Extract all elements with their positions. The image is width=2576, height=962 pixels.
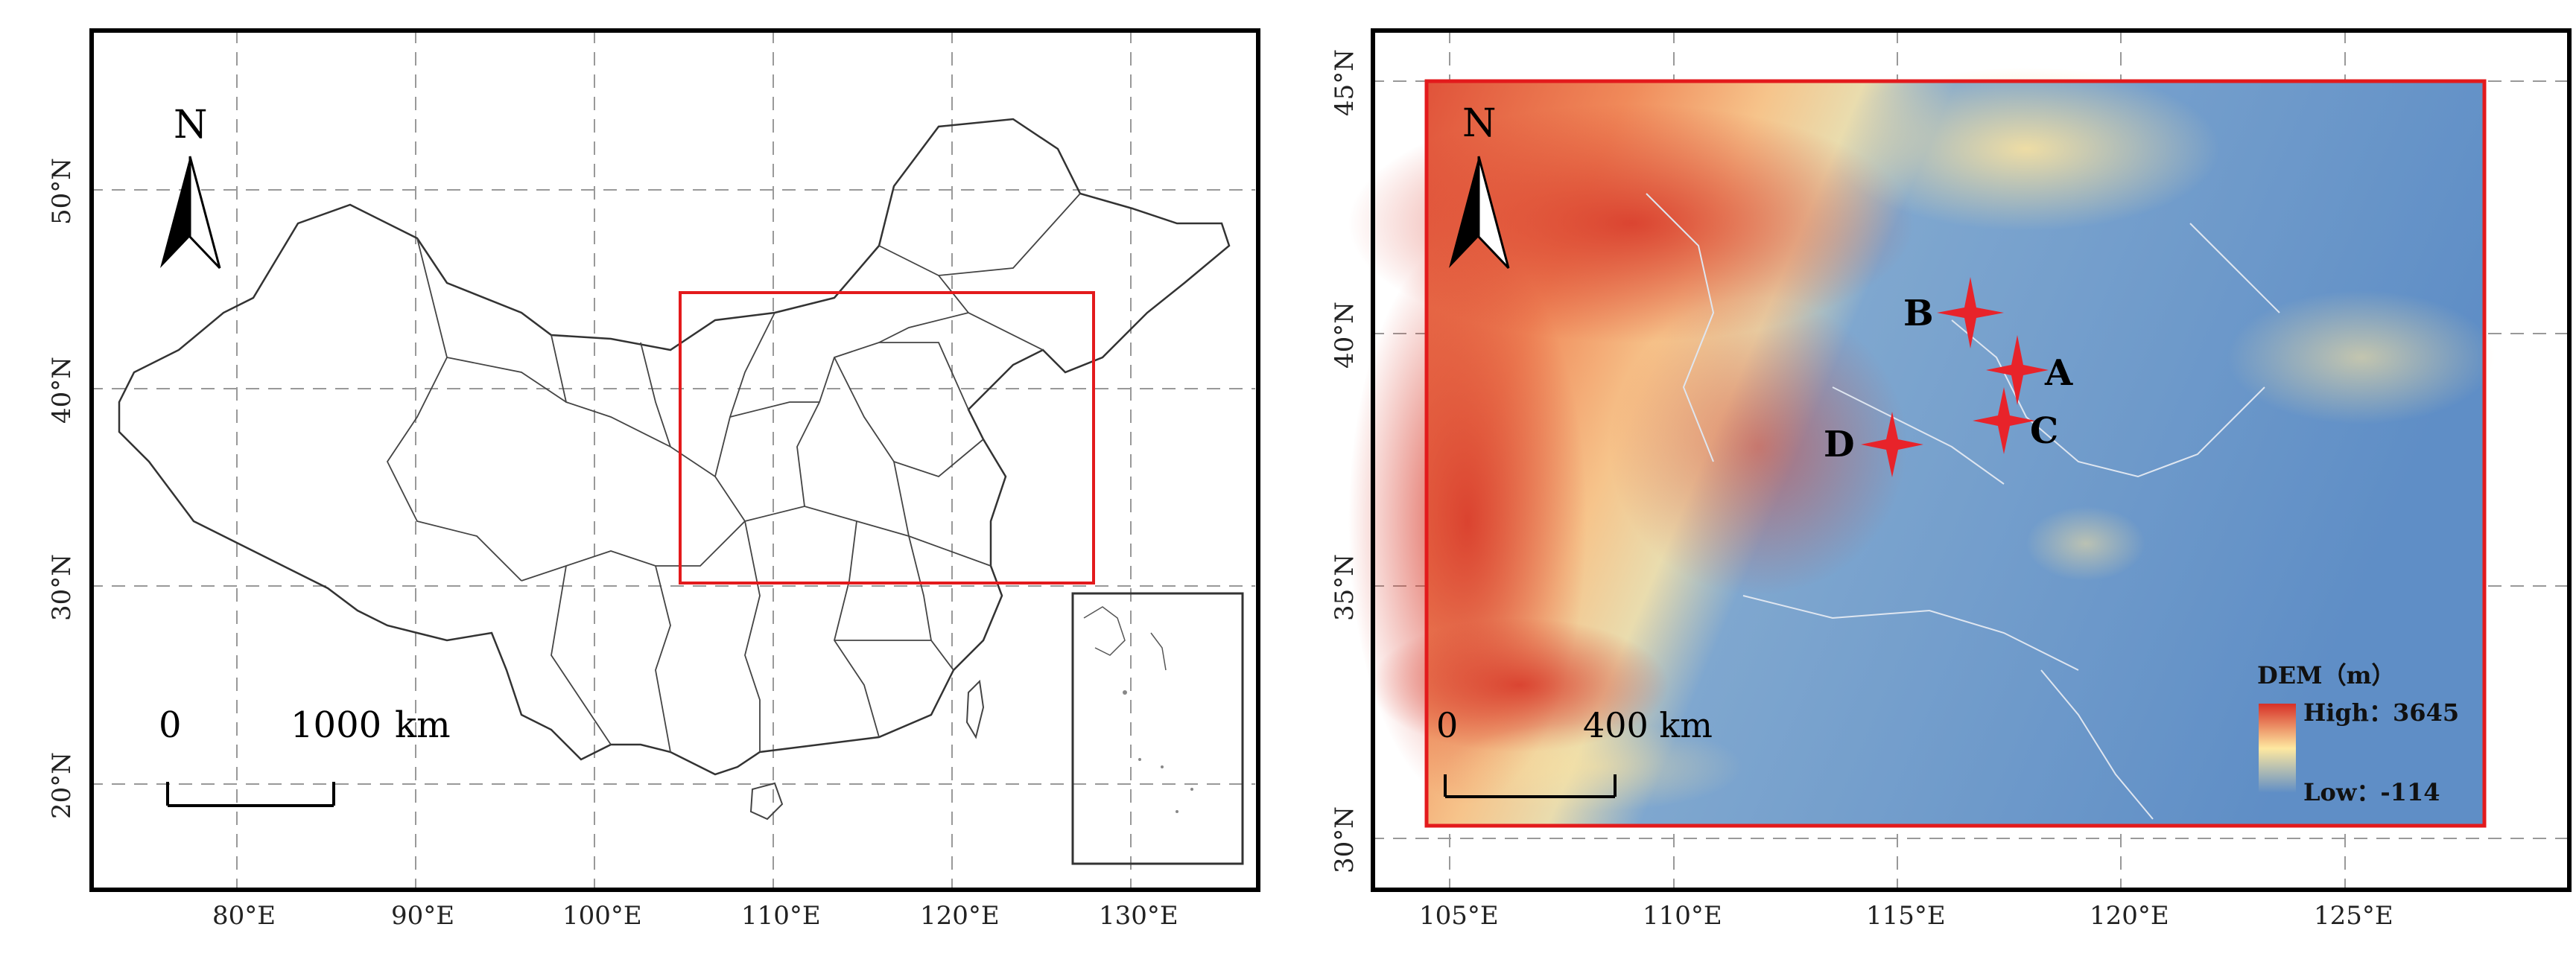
left-x-tick: 90°E (391, 901, 455, 931)
right-x-tick: 120°E (2090, 901, 2169, 931)
right-map-panel: N B A C D 0 400 km DEM（m） (1296, 0, 2576, 962)
china-overview-map: N 0 1000 km (89, 30, 1255, 890)
right-x-tick: 125°E (2314, 901, 2393, 931)
taiwan-island (965, 679, 985, 739)
left-north-label: N (174, 103, 208, 147)
site-label-b: B (1903, 293, 1934, 334)
right-x-tick: 115°E (1866, 901, 1946, 931)
right-y-tick: 30°N (1330, 806, 1360, 874)
south-china-sea-inset (1071, 592, 1244, 865)
left-y-tick: 20°N (47, 751, 77, 820)
hainan-island (749, 782, 784, 821)
left-x-tick: 80°E (212, 901, 276, 931)
right-scale-zero: 0 (1436, 705, 1458, 745)
site-marker-d: D (1824, 412, 1923, 477)
left-scale-unit: km (395, 704, 451, 746)
site-label-d: D (1824, 424, 1855, 465)
right-x-tick: 110°E (1643, 901, 1722, 931)
dem-legend: DEM（m） High：3645 Low：-114 (2257, 661, 2459, 806)
right-scale-bar: 0 400 km (1436, 705, 1713, 798)
site-marker-a: A (1986, 335, 2073, 405)
left-x-tick: 120°E (920, 901, 1000, 931)
left-y-tick: 30°N (47, 553, 77, 622)
north-arrow-icon: N (1449, 101, 1510, 270)
right-map-frame (1371, 28, 2572, 892)
site-label-a: A (2044, 352, 2073, 394)
left-scale-value: 1000 (291, 704, 381, 746)
legend-high: High：3645 (2303, 698, 2459, 727)
left-map-frame (89, 28, 1260, 892)
right-north-label: N (1462, 101, 1497, 146)
north-arrow-icon: N (160, 103, 221, 270)
province-borders (386, 193, 1081, 753)
left-x-tick: 110°E (741, 901, 821, 931)
dem-raster (1348, 67, 2496, 826)
right-y-tick: 40°N (1330, 301, 1360, 369)
legend-color-ramp (2259, 704, 2296, 793)
left-scale-bar: 0 1000 km (159, 704, 451, 807)
left-scale-zero: 0 (159, 704, 182, 746)
right-y-tick: 35°N (1330, 553, 1360, 622)
site-label-c: C (2030, 410, 2058, 452)
right-scale-label: 400 km (1583, 705, 1713, 745)
site-marker-c: C (1973, 387, 2058, 454)
left-map-panel: N 0 1000 km 80°E 90°E 100°E 110°E 120°E … (0, 0, 1266, 962)
site-marker-b: B (1903, 277, 2004, 348)
right-y-tick: 45°N (1330, 48, 1360, 117)
dem-map: N B A C D 0 400 km DEM（m） (1348, 30, 2570, 890)
left-y-tick: 40°N (47, 356, 77, 424)
study-area-frame (1424, 79, 2487, 828)
left-x-tick: 100°E (562, 901, 642, 931)
left-x-tick: 130°E (1099, 901, 1178, 931)
left-graticule (89, 30, 1255, 890)
left-y-tick: 50°N (47, 157, 77, 226)
right-x-tick: 105°E (1419, 901, 1499, 931)
legend-title: DEM（m） (2257, 661, 2395, 689)
study-area-rectangle (679, 291, 1095, 584)
legend-low: Low：-114 (2303, 778, 2440, 806)
